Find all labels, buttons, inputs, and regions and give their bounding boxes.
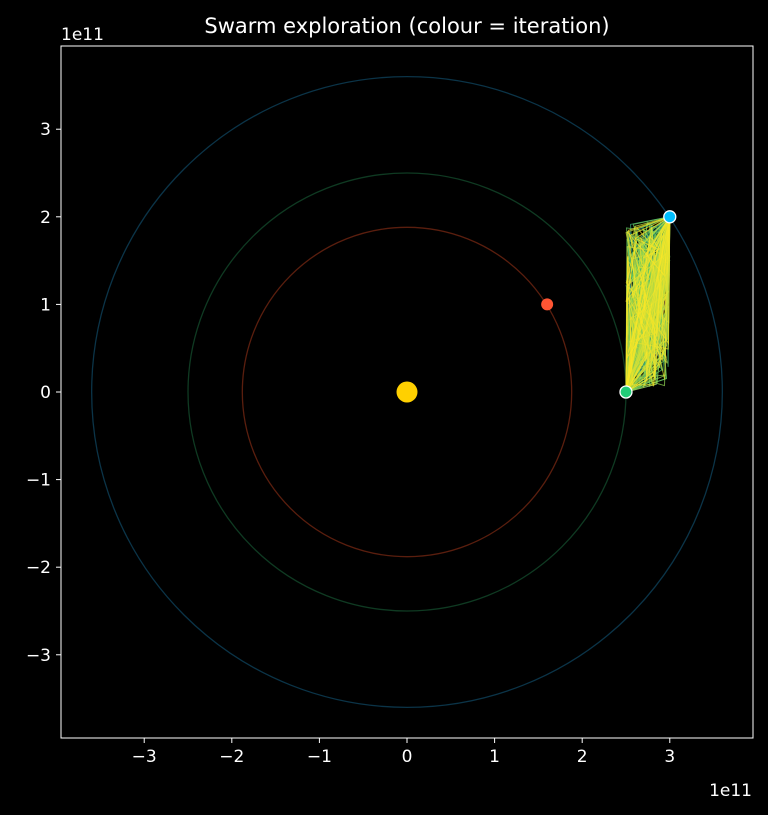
swarm-path bbox=[625, 216, 671, 393]
swarm-path bbox=[625, 216, 671, 393]
x-tick-label: 2 bbox=[577, 747, 588, 767]
swarm-path bbox=[625, 216, 671, 393]
swarm-path bbox=[625, 216, 671, 393]
swarm-path bbox=[625, 216, 671, 393]
x-tick-label: 0 bbox=[402, 747, 413, 767]
swarm-path bbox=[625, 216, 671, 393]
body-marker-3 bbox=[663, 210, 677, 224]
x-tick-label: −1 bbox=[307, 747, 332, 767]
body-layer bbox=[396, 210, 677, 403]
y-tick-label: −3 bbox=[26, 646, 51, 666]
x-tick-label: −2 bbox=[219, 747, 244, 767]
swarm-path bbox=[625, 216, 670, 393]
y-tick-label: 3 bbox=[40, 120, 51, 140]
y-tick-label: −1 bbox=[26, 471, 51, 491]
y-tick-label: 2 bbox=[40, 208, 51, 228]
body-marker-1 bbox=[541, 298, 554, 311]
axes-layer: −3 −2 −1 0 1 2 3 −3 −2 −1 0 1 2 3 bbox=[26, 45, 754, 767]
swarm-path bbox=[625, 216, 671, 393]
swarm-path bbox=[625, 216, 671, 393]
y-tick-label: 0 bbox=[40, 383, 51, 403]
y-tick-label: −2 bbox=[26, 558, 51, 578]
x-tick-label: 1 bbox=[489, 747, 500, 767]
orbit-circle-2 bbox=[91, 76, 723, 708]
chart-title: Swarm exploration (colour = iteration) bbox=[204, 14, 609, 38]
y-tick-label: 1 bbox=[40, 295, 51, 315]
body-marker-0 bbox=[396, 381, 418, 403]
x-offset-label: 1e11 bbox=[709, 781, 752, 801]
body-marker-2 bbox=[619, 385, 633, 399]
swarm-path bbox=[625, 216, 671, 393]
swarm-path bbox=[625, 216, 671, 393]
y-offset-label: 1e11 bbox=[61, 25, 104, 45]
swarm-layer bbox=[625, 216, 671, 393]
x-tick-label: 3 bbox=[664, 747, 675, 767]
orbit-circle-0 bbox=[241, 226, 573, 558]
x-tick-label: −3 bbox=[132, 747, 157, 767]
